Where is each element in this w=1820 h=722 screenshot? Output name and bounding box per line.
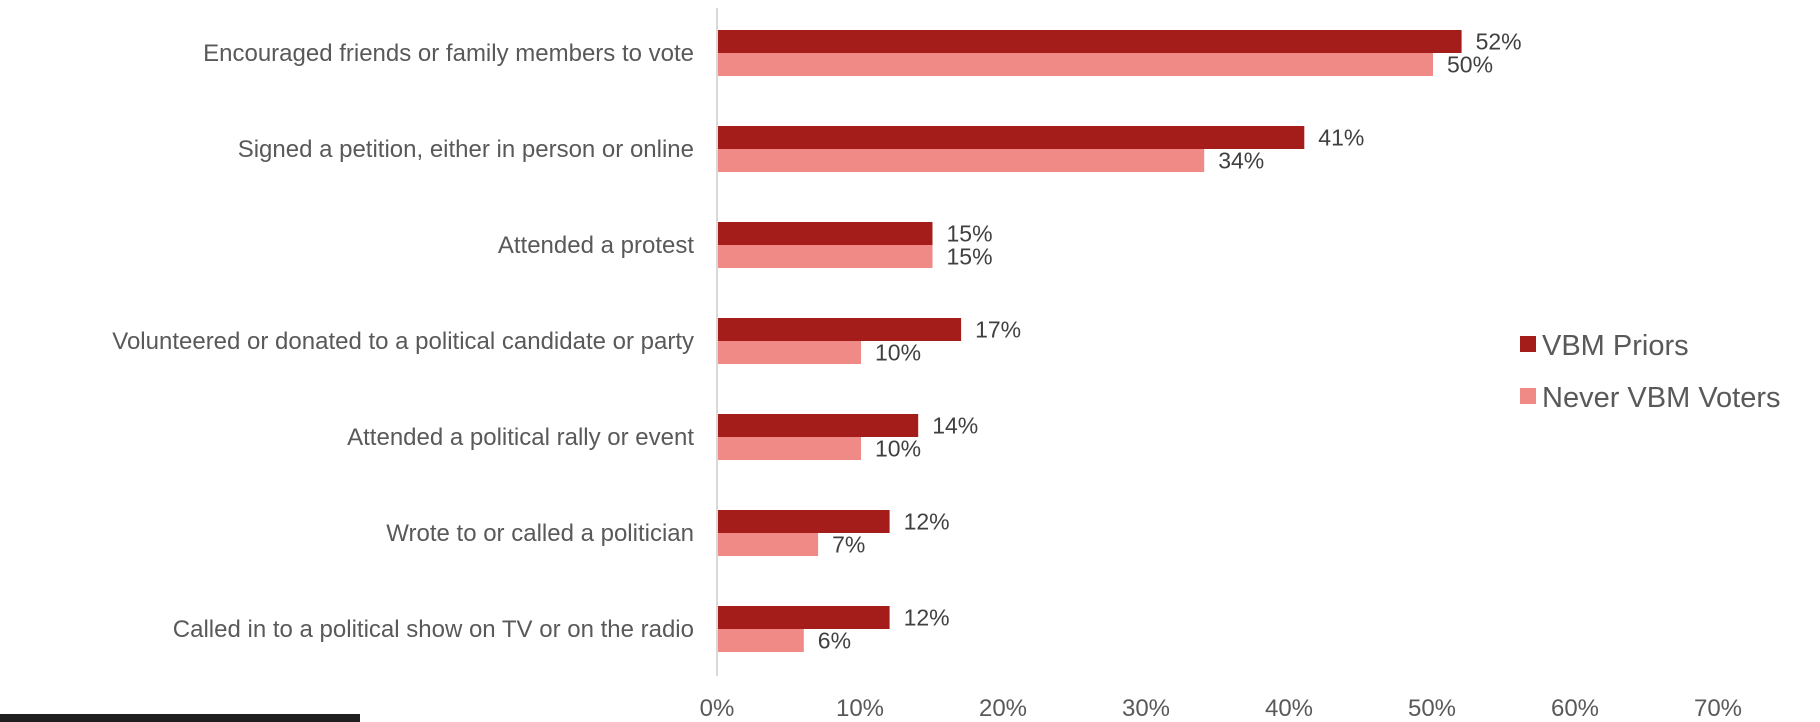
data-label: 10% [875,340,921,366]
legend-swatch-never-vbm-voters [1520,388,1536,404]
x-tick-label: 40% [1265,695,1313,722]
bar-vbm-priors [718,606,890,629]
legend-label: VBM Priors [1542,330,1689,362]
bar-never-vbm-voters [718,53,1433,76]
data-label: 41% [1318,125,1364,151]
category-label: Volunteered or donated to a political ca… [112,328,694,355]
bar-never-vbm-voters [718,533,819,556]
legend-swatch-vbm-priors [1520,336,1536,352]
x-tick-label: 0% [700,695,735,722]
data-label: 34% [1218,148,1264,174]
bar-vbm-priors [718,30,1462,53]
x-tick-label: 50% [1408,695,1456,722]
category-label: Called in to a political show on TV or o… [173,616,694,643]
bar-vbm-priors [718,126,1305,149]
x-tick-label: 70% [1694,695,1742,722]
data-label: 17% [975,317,1021,343]
data-label: 15% [947,221,993,247]
legend: VBM Priors Never VBM Voters [1520,330,1781,414]
data-label: 52% [1476,29,1522,55]
data-label: 6% [818,628,851,654]
footer-bar [0,714,360,722]
x-tick-label: 20% [979,695,1027,722]
data-labels: 52%50% 41% 34% 15%15% 17% 10% 14% 10% 12% 7% 12% 6% [818,29,1522,654]
bar-never-vbm-voters [718,437,861,460]
bar-vbm-priors [718,318,962,341]
data-label: 12% [904,509,950,535]
bars [718,30,1462,652]
bar-never-vbm-voters [718,149,1205,172]
data-label: 15% [947,244,993,270]
category-label: Encouraged friends or family members to … [203,40,694,67]
data-label: 7% [832,532,865,558]
data-label: 50% [1447,52,1493,78]
x-tick-label: 60% [1551,695,1599,722]
data-label: 10% [875,436,921,462]
category-label: Wrote to or called a politician [386,520,694,547]
bar-never-vbm-voters [718,245,933,268]
data-label: 14% [932,413,978,439]
category-label: Signed a petition, either in person or o… [238,136,694,163]
bar-never-vbm-voters [718,341,861,364]
bar-vbm-priors [718,510,890,533]
x-tick-label: 10% [836,695,884,722]
data-label: 12% [904,605,950,631]
x-axis-tick-labels: 0% 10% 20% 30% 40% 50% 60% 70% [700,695,1742,722]
bar-never-vbm-voters [718,629,804,652]
category-labels: Encouraged friends or family members to … [112,40,694,643]
legend-label: Never VBM Voters [1542,382,1781,414]
x-tick-label: 30% [1122,695,1170,722]
category-label: Attended a political rally or event [347,424,694,451]
category-label: Attended a protest [498,232,694,259]
bar-vbm-priors [718,414,919,437]
bar-vbm-priors [718,222,933,245]
